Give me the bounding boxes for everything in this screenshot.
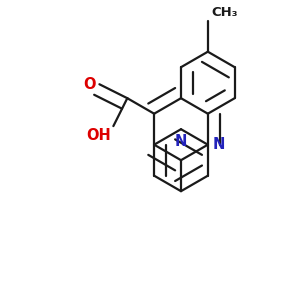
- Text: O: O: [84, 77, 96, 92]
- Text: N: N: [175, 134, 187, 149]
- Text: OH: OH: [86, 128, 111, 143]
- Text: CH₃: CH₃: [211, 6, 238, 19]
- Text: N: N: [213, 137, 225, 152]
